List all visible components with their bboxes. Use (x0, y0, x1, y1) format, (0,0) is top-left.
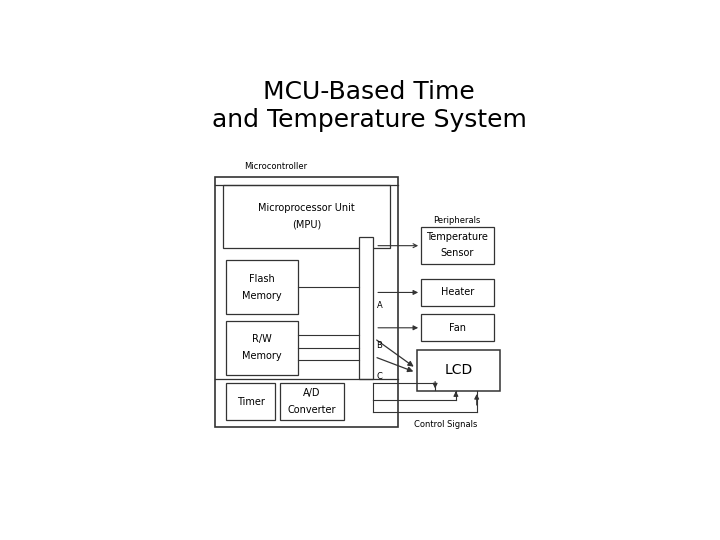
Text: Timer: Timer (237, 396, 264, 407)
Text: Sensor: Sensor (441, 248, 474, 258)
Text: Control Signals: Control Signals (414, 420, 477, 429)
Text: B: B (377, 341, 382, 350)
Bar (421, 279, 494, 306)
Text: C: C (377, 372, 382, 381)
Text: Fan: Fan (449, 323, 466, 333)
Text: R/W: R/W (252, 334, 272, 344)
Bar (279, 383, 344, 420)
Bar (359, 238, 373, 379)
Text: Heater: Heater (441, 287, 474, 298)
Text: A/D: A/D (303, 388, 320, 399)
Text: LCD: LCD (444, 363, 472, 377)
Bar (225, 321, 298, 375)
Text: Microcontroller: Microcontroller (244, 162, 307, 171)
Bar (225, 383, 276, 420)
Text: Memory: Memory (242, 291, 282, 301)
Bar (417, 349, 500, 391)
Bar (223, 185, 390, 248)
Text: Flash: Flash (249, 274, 275, 284)
Bar (225, 260, 298, 314)
Text: (MPU): (MPU) (292, 220, 321, 230)
Text: Memory: Memory (242, 351, 282, 361)
Bar (215, 177, 398, 427)
Text: MCU-Based Time
and Temperature System: MCU-Based Time and Temperature System (212, 80, 526, 132)
Text: Converter: Converter (287, 405, 336, 415)
Text: Temperature: Temperature (426, 232, 488, 241)
Text: Peripherals: Peripherals (433, 216, 480, 225)
Text: A: A (377, 301, 382, 310)
Text: Microprocessor Unit: Microprocessor Unit (258, 203, 355, 213)
Bar (421, 314, 494, 341)
Bar (421, 227, 494, 265)
